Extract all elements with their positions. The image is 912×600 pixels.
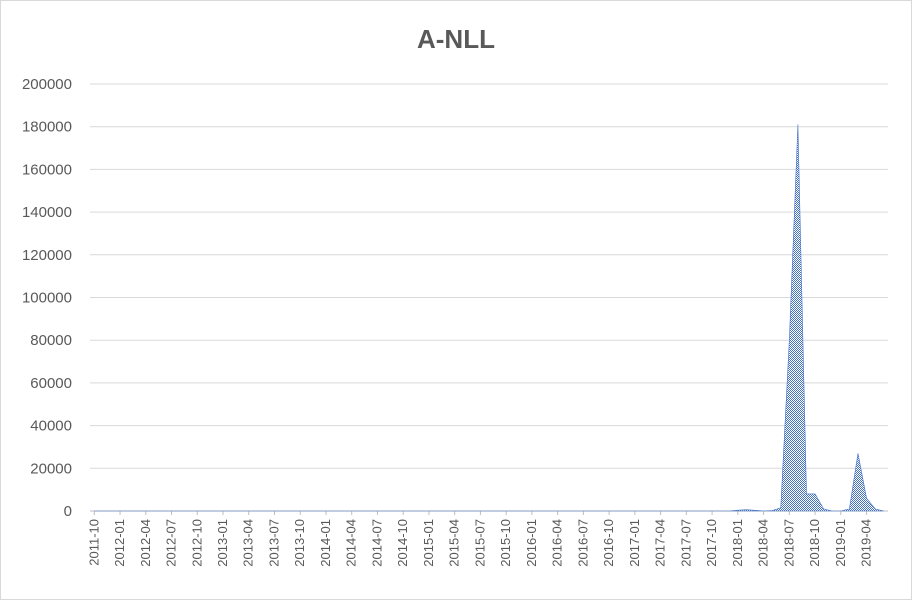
x-tick-label: 2015-07 xyxy=(472,519,487,567)
x-tick-label: 2012-10 xyxy=(189,519,204,567)
y-tick-label: 100000 xyxy=(22,290,72,307)
x-tick-label: 2016-10 xyxy=(601,519,616,567)
y-tick-label: 80000 xyxy=(30,332,72,349)
x-tick-label: 2013-07 xyxy=(266,519,281,567)
x-tick-label: 2012-07 xyxy=(164,519,179,567)
x-tick-label: 2017-07 xyxy=(678,519,693,567)
x-tick-label: 2017-10 xyxy=(704,519,719,567)
x-tick-label: 2014-10 xyxy=(395,519,410,567)
x-tick-label: 2014-01 xyxy=(318,519,333,567)
y-tick-label: 180000 xyxy=(22,119,72,136)
x-tick-label: 2015-04 xyxy=(447,519,462,567)
x-axis: 2011-10 2012-01 2012-04 2012-07 2012-10 2013-… xyxy=(86,511,874,567)
x-tick-label: 2013-04 xyxy=(241,519,256,567)
x-tick-label: 2012-04 xyxy=(138,519,153,567)
x-tick-label: 2012-01 xyxy=(112,519,127,567)
x-tick-label: 2016-04 xyxy=(550,519,565,567)
x-tick-label: 2014-04 xyxy=(344,519,359,567)
y-tick-label: 140000 xyxy=(22,204,72,221)
y-tick-label: 40000 xyxy=(30,418,72,435)
x-tick-label: 2016-07 xyxy=(575,519,590,567)
series-area xyxy=(94,124,884,512)
x-tick-label: 2019-01 xyxy=(833,519,848,567)
x-tick-label: 2019-04 xyxy=(859,519,874,567)
series-area-0 xyxy=(94,124,884,512)
x-tick-label: 2018-10 xyxy=(807,519,822,567)
x-tick-label: 2017-04 xyxy=(653,519,668,567)
x-tick-label: 2015-10 xyxy=(498,519,513,567)
y-tick-label: 60000 xyxy=(30,375,72,392)
x-tick-label: 2016-01 xyxy=(524,519,539,567)
x-tick-label: 2015-01 xyxy=(421,519,436,567)
x-tick-label: 2018-01 xyxy=(730,519,745,567)
x-tick-label: 2014-07 xyxy=(369,519,384,567)
y-tick-label: 120000 xyxy=(22,247,72,264)
x-tick-label: 2013-10 xyxy=(292,519,307,567)
x-tick-label: 2011-10 xyxy=(86,519,101,566)
y-tick-label: 20000 xyxy=(30,460,72,477)
chart-title: A-NLL xyxy=(417,24,495,54)
x-tick-label: 2018-04 xyxy=(756,519,771,567)
y-axis: 0 20000 40000 60000 80000 100000 120000 140000 1… xyxy=(22,76,72,520)
x-tick-label: 2013-01 xyxy=(215,519,230,567)
y-tick-label: 160000 xyxy=(22,161,72,178)
y-tick-label: 200000 xyxy=(22,76,72,93)
x-tick-label: 2018-07 xyxy=(781,519,796,567)
y-tick-label: 0 xyxy=(64,503,72,520)
gridlines xyxy=(90,83,888,512)
x-tick-label: 2017-01 xyxy=(627,519,642,567)
